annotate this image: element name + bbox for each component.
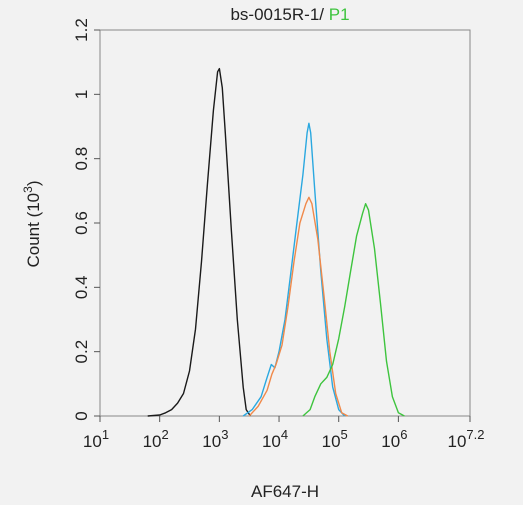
x-tick-label: 101 (83, 427, 109, 451)
title-antibody-text: bs-0015R-1/ (230, 5, 328, 24)
x-tick-label: 105 (322, 427, 348, 451)
x-tick-exponent: 6 (400, 427, 407, 442)
y-tick-label: 0.6 (72, 211, 91, 235)
histogram-series-4 (302, 203, 405, 417)
x-tick-base: 10 (262, 432, 281, 451)
y-axis: 0 0.2 0.4 0.6 0.8 1 1.2 (72, 18, 100, 421)
histogram-series-1 (147, 67, 251, 417)
series-layer (147, 67, 405, 417)
y-tick-label: 1.2 (72, 18, 91, 42)
x-tick-label: 103 (202, 427, 228, 451)
x-tick-label: 104 (262, 427, 288, 451)
x-axis-title: AF647-H (251, 482, 319, 501)
x-tick-base: 10 (448, 432, 467, 451)
x-tick-base: 10 (322, 432, 341, 451)
x-tick-exponent: 7.2 (466, 427, 484, 442)
histogram-series-2 (242, 122, 346, 417)
x-tick-label: 102 (143, 427, 169, 451)
y-tick-label: 0 (72, 411, 91, 420)
y-tick-label: 1 (72, 90, 91, 99)
x-tick-exponent: 5 (341, 427, 348, 442)
x-tick-base: 10 (202, 432, 221, 451)
x-tick-label: 107.2 (448, 427, 485, 451)
x-tick-exponent: 1 (102, 427, 109, 442)
y-axis-title-superscript: 3 (21, 186, 35, 193)
x-axis: 101 102 103 104 105 106 107.2 (83, 416, 485, 451)
x-tick-base: 10 (381, 432, 400, 451)
y-axis-title-main: Count (10 (24, 193, 43, 268)
x-tick-label: 106 (381, 427, 407, 451)
y-axis-title: Count (103) (21, 180, 43, 267)
x-tick-base: 10 (83, 432, 102, 451)
chart-title: bs-0015R-1/ P1 (230, 5, 349, 24)
y-axis-title-close: ) (24, 180, 43, 186)
x-tick-exponent: 3 (221, 427, 228, 442)
title-gate-text: P1 (329, 5, 350, 24)
y-tick-label: 0.4 (72, 276, 91, 300)
histogram-series-3 (248, 196, 349, 417)
y-tick-label: 0.2 (72, 340, 91, 364)
x-tick-exponent: 4 (281, 427, 288, 442)
x-tick-exponent: 2 (162, 427, 169, 442)
x-tick-base: 10 (143, 432, 162, 451)
y-tick-label: 0.8 (72, 147, 91, 171)
